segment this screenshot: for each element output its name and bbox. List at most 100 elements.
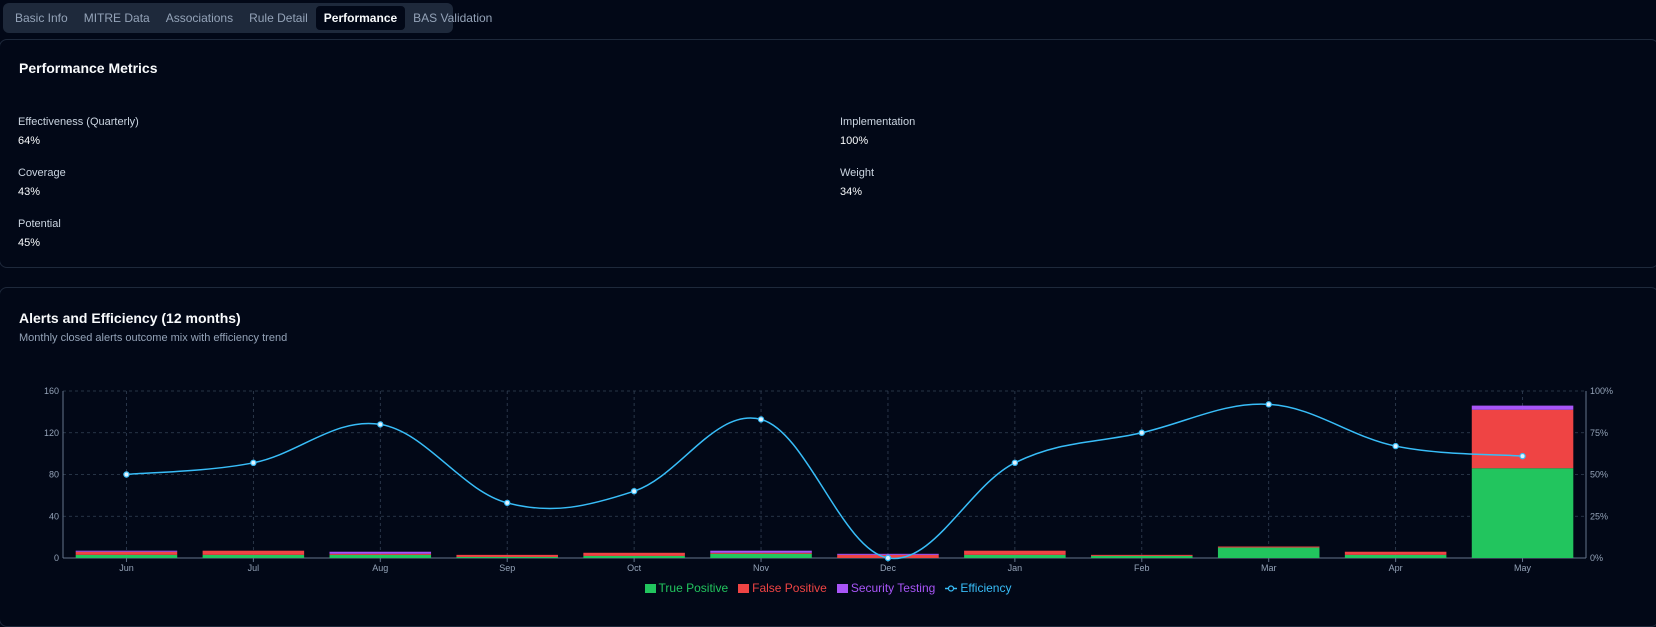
alerts-efficiency-chart: 0 40 80 120 160 0% 25% 50% 75% 100% Jun Jul Aug Sep Oc… — [44, 386, 1613, 573]
metric-implementation-label: Implementation — [840, 116, 916, 128]
bar-true-positive — [964, 554, 1066, 558]
efficiency-point — [1392, 442, 1399, 450]
legend-item-efficiency[interactable]: Efficiency — [945, 581, 1011, 595]
y-left-tick-label: 40 — [49, 511, 59, 521]
x-tick-label: Jun — [119, 563, 134, 573]
metric-weight: Weight 34% — [840, 167, 874, 198]
y-right-tick-label: 0% — [1590, 553, 1603, 563]
bar-security-testing — [1471, 405, 1574, 410]
metric-effectiveness-value: 64% — [18, 135, 41, 147]
metric-weight-label: Weight — [840, 167, 875, 179]
legend-label-false-positive: False Positive — [752, 581, 827, 595]
efficiency-point — [250, 459, 257, 467]
y-left-tick-label: 120 — [44, 428, 59, 438]
metric-implementation: Implementation 100% — [840, 116, 915, 147]
legend-item-security-testing[interactable]: Security Testing — [836, 581, 936, 595]
bar-false-positive — [329, 553, 432, 555]
tab-mitre-data[interactable]: MITRE Data — [83, 11, 150, 25]
bar-false-positive — [202, 550, 305, 555]
x-tick-label: Apr — [1389, 563, 1403, 573]
bar-true-positive — [329, 554, 432, 558]
x-tick-label: Dec — [880, 563, 897, 573]
bar-true-positive — [1344, 554, 1447, 558]
y-left-tick-label: 80 — [49, 470, 59, 480]
efficiency-point — [1519, 452, 1526, 460]
metric-coverage: Coverage 43% — [18, 167, 66, 198]
legend-swatch-security-testing — [836, 583, 848, 593]
efficiency-point — [757, 416, 765, 423]
efficiency-point — [884, 554, 892, 562]
alerts-efficiency-subtitle: Monthly closed alerts outcome mix with e… — [19, 332, 288, 344]
bar-false-positive — [456, 554, 558, 557]
efficiency-point — [1265, 401, 1272, 408]
bar-false-positive — [1471, 409, 1574, 469]
metric-potential-value: 45% — [18, 237, 41, 249]
metric-effectiveness-label: Effectiveness (Quarterly) — [18, 116, 139, 128]
tab-rule-detail[interactable]: Rule Detail — [249, 11, 308, 25]
metric-implementation-value: 100% — [840, 135, 869, 147]
legend-item-true-positive[interactable]: True Positive — [644, 581, 729, 595]
x-tick-label: May — [1514, 563, 1532, 573]
bar-true-positive — [202, 554, 305, 558]
efficiency-point — [1011, 459, 1019, 467]
efficiency-point — [1138, 429, 1145, 436]
bar-true-positive — [456, 556, 558, 558]
x-tick-label: Sep — [499, 563, 515, 573]
x-tick-label: Oct — [627, 563, 642, 573]
tab-bas-validation[interactable]: BAS Validation — [413, 11, 493, 25]
metric-effectiveness: Effectiveness (Quarterly) 64% — [18, 116, 139, 147]
efficiency-line — [126, 403, 1523, 560]
chart-legend: True Positive False Positive Security Te… — [0, 581, 1656, 595]
bar-false-positive — [1344, 551, 1447, 555]
x-tick-label: Aug — [372, 563, 388, 573]
bar-true-positive — [1217, 547, 1320, 558]
bar-security-testing — [329, 551, 432, 554]
bar-false-positive — [1091, 554, 1193, 556]
metric-potential-label: Potential — [18, 218, 61, 230]
tab-basic-info[interactable]: Basic Info — [15, 11, 68, 25]
x-tick-label: Jul — [248, 563, 260, 573]
metric-weight-value: 34% — [840, 186, 863, 198]
legend-swatch-false-positive — [738, 583, 750, 593]
legend-label-security-testing: Security Testing — [850, 581, 936, 595]
legend-label-true-positive: True Positive — [658, 581, 729, 595]
bar-security-testing — [710, 550, 812, 553]
bar-false-positive — [964, 550, 1066, 555]
x-tick-label: Nov — [753, 563, 770, 573]
y-left-tick-label: 0 — [54, 553, 59, 563]
legend-label-efficiency: Efficiency — [960, 581, 1012, 595]
efficiency-point — [123, 471, 130, 478]
x-tick-label: Mar — [1261, 563, 1277, 573]
y-right-tick-label: 75% — [1590, 428, 1608, 438]
metric-coverage-value: 43% — [18, 186, 41, 198]
alerts-efficiency-card: Alerts and Efficiency (12 months) Monthl… — [0, 287, 1656, 627]
bar-true-positive — [1091, 555, 1193, 558]
bar-true-positive — [710, 553, 812, 558]
performance-metrics-card: Performance Metrics Effectiveness (Quart… — [0, 39, 1656, 268]
bar-true-positive — [75, 554, 178, 558]
y-right-tick-label: 100% — [1590, 386, 1613, 396]
performance-metrics-title: Performance Metrics — [19, 60, 158, 76]
metric-coverage-label: Coverage — [18, 167, 66, 179]
efficiency-point — [630, 487, 638, 495]
bar-true-positive — [583, 555, 685, 558]
x-tick-label: Feb — [1134, 563, 1150, 573]
y-right-tick-label: 50% — [1590, 470, 1608, 480]
tab-associations[interactable]: Associations — [165, 11, 234, 25]
efficiency-point — [504, 499, 511, 507]
efficiency-point — [377, 421, 384, 428]
bar-false-positive — [710, 552, 812, 554]
bar-security-testing — [837, 553, 939, 555]
alerts-efficiency-title: Alerts and Efficiency (12 months) — [19, 310, 241, 326]
bar-false-positive — [583, 552, 685, 556]
bar-security-testing — [75, 550, 178, 552]
y-left-tick-label: 160 — [44, 386, 59, 396]
legend-item-false-positive[interactable]: False Positive — [738, 581, 827, 595]
tab-bar: Basic Info MITRE Data Associations Rule … — [3, 3, 492, 33]
bar-false-positive — [1217, 546, 1320, 548]
metric-potential: Potential 45% — [18, 218, 61, 249]
tab-performance[interactable]: Performance — [315, 6, 406, 30]
legend-swatch-true-positive — [644, 583, 656, 593]
bar-true-positive — [1471, 468, 1574, 558]
y-right-tick-label: 25% — [1590, 511, 1608, 521]
